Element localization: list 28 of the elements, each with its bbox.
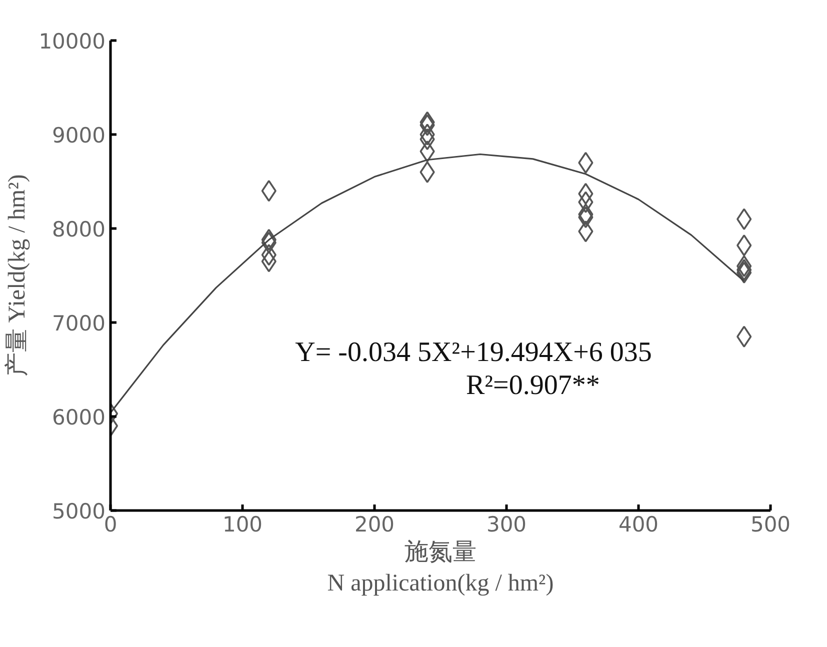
y-tick-label: 6000 xyxy=(52,406,106,430)
point xyxy=(736,234,752,256)
x-tick-label: 200 xyxy=(354,512,395,536)
y-tick-label: 8000 xyxy=(52,218,106,242)
annotation: Y= -0.034 5X²+19.494X+6 035 xyxy=(295,337,652,368)
y-tick-label: 5000 xyxy=(52,500,106,524)
x-tick-label: 300 xyxy=(486,512,527,536)
point xyxy=(736,208,752,230)
y-tick-label: 10000 xyxy=(38,30,106,54)
point xyxy=(736,326,752,348)
point xyxy=(261,250,276,272)
annotation: R²=0.907** xyxy=(466,370,600,401)
point xyxy=(420,140,435,162)
x-tick-label: 400 xyxy=(618,512,659,536)
y-tick-label: 9000 xyxy=(52,124,106,148)
x-tick-label: 100 xyxy=(222,512,263,536)
y-tick-label: 7000 xyxy=(52,312,106,336)
point xyxy=(578,204,594,226)
point xyxy=(261,232,276,254)
x-tick-label: 0 xyxy=(104,512,118,536)
y-axis-title: 产量 Yield(kg / hm²) xyxy=(4,174,31,377)
point xyxy=(736,255,752,277)
x-tick-label: 500 xyxy=(750,512,791,536)
point xyxy=(420,161,435,183)
point xyxy=(420,114,435,136)
x-axis-title: 施氮量 N application(kg / hm²) xyxy=(327,540,554,597)
point xyxy=(261,180,276,202)
point xyxy=(420,124,435,146)
